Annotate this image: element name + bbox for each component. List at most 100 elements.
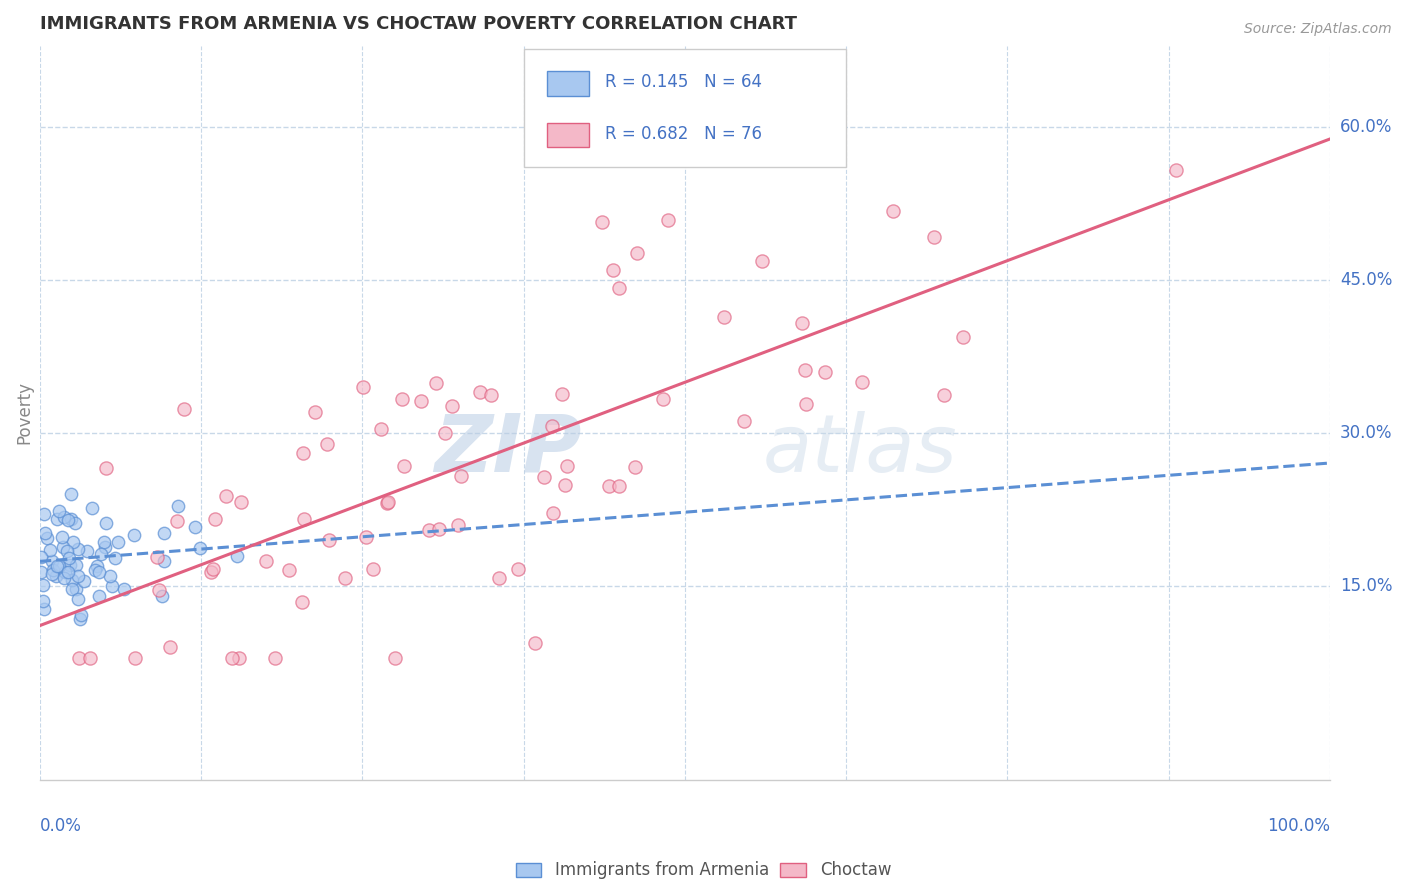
Text: R = 0.682   N = 76: R = 0.682 N = 76 <box>605 125 762 143</box>
Point <box>201 561 224 575</box>
Point <box>652 392 675 407</box>
Point <box>751 254 773 268</box>
Point <box>922 229 945 244</box>
Point <box>214 489 236 503</box>
FancyBboxPatch shape <box>547 123 589 147</box>
Point <box>361 562 384 576</box>
Point <box>447 517 470 532</box>
Point <box>59 558 82 573</box>
Point <box>80 501 103 516</box>
Point <box>173 401 195 416</box>
FancyBboxPatch shape <box>547 71 589 95</box>
Point <box>150 590 173 604</box>
Point <box>112 582 135 596</box>
Point <box>90 547 112 561</box>
Point <box>31 578 53 592</box>
Point <box>67 592 90 607</box>
Point <box>98 568 121 582</box>
Point <box>48 504 70 518</box>
Point <box>69 612 91 626</box>
Point <box>62 573 84 587</box>
Point <box>167 499 190 513</box>
Point <box>32 507 55 521</box>
Point <box>468 385 491 400</box>
Point <box>225 549 247 563</box>
Point <box>555 459 578 474</box>
Point <box>228 650 250 665</box>
Point <box>34 526 56 541</box>
Point <box>42 563 65 577</box>
Point <box>60 487 83 501</box>
Point <box>153 554 176 568</box>
Point <box>384 650 406 665</box>
Point <box>48 559 70 574</box>
Point <box>433 425 456 440</box>
Point <box>32 601 55 615</box>
Point <box>425 376 447 391</box>
Point <box>377 495 399 509</box>
Point <box>59 512 82 526</box>
Point <box>60 582 83 596</box>
Point <box>93 534 115 549</box>
Point <box>159 640 181 655</box>
Point <box>53 509 76 524</box>
Text: 60.0%: 60.0% <box>1340 119 1392 136</box>
Point <box>551 387 574 401</box>
Text: 15.0%: 15.0% <box>1340 577 1392 595</box>
Point <box>41 554 63 568</box>
Point <box>713 310 735 325</box>
Point <box>882 204 904 219</box>
Text: Source: ZipAtlas.com: Source: ZipAtlas.com <box>1244 22 1392 37</box>
Point <box>87 589 110 603</box>
Text: 100.0%: 100.0% <box>1267 817 1330 835</box>
Point <box>533 470 555 484</box>
Point <box>89 566 111 580</box>
Point <box>624 460 647 475</box>
Point <box>591 215 613 229</box>
Text: Immigrants from Armenia: Immigrants from Armenia <box>555 861 769 879</box>
Point <box>264 650 287 665</box>
Point <box>146 549 169 564</box>
Point <box>124 650 146 665</box>
Point <box>58 551 80 566</box>
Point <box>554 478 576 492</box>
Point <box>41 566 63 581</box>
Point <box>602 263 624 277</box>
Point <box>427 522 450 536</box>
Point <box>541 419 564 434</box>
Point <box>370 422 392 436</box>
Point <box>316 437 339 451</box>
Point <box>411 393 433 408</box>
Point <box>70 608 93 623</box>
Text: 0.0%: 0.0% <box>39 817 82 835</box>
Point <box>67 650 90 665</box>
Y-axis label: Poverty: Poverty <box>15 382 32 444</box>
Point <box>73 574 96 589</box>
Point <box>506 562 529 576</box>
Point <box>418 523 440 537</box>
Point <box>277 564 299 578</box>
Point <box>794 397 817 411</box>
Point <box>65 582 87 596</box>
Point <box>152 525 174 540</box>
Point <box>626 245 648 260</box>
Point <box>67 542 90 557</box>
Text: Choctaw: Choctaw <box>820 861 891 879</box>
Point <box>354 530 377 544</box>
Point <box>952 330 974 344</box>
Point <box>52 540 75 554</box>
Point <box>481 388 503 402</box>
Point <box>96 516 118 530</box>
Point <box>450 468 472 483</box>
Point <box>84 563 107 577</box>
Point <box>86 558 108 573</box>
Point <box>375 496 398 510</box>
Point <box>51 530 73 544</box>
Point <box>851 375 873 389</box>
Point <box>793 363 815 377</box>
Text: ZIP: ZIP <box>434 410 582 489</box>
Point <box>790 316 813 330</box>
Point <box>254 553 277 567</box>
Point <box>65 558 87 572</box>
Point <box>391 392 413 406</box>
